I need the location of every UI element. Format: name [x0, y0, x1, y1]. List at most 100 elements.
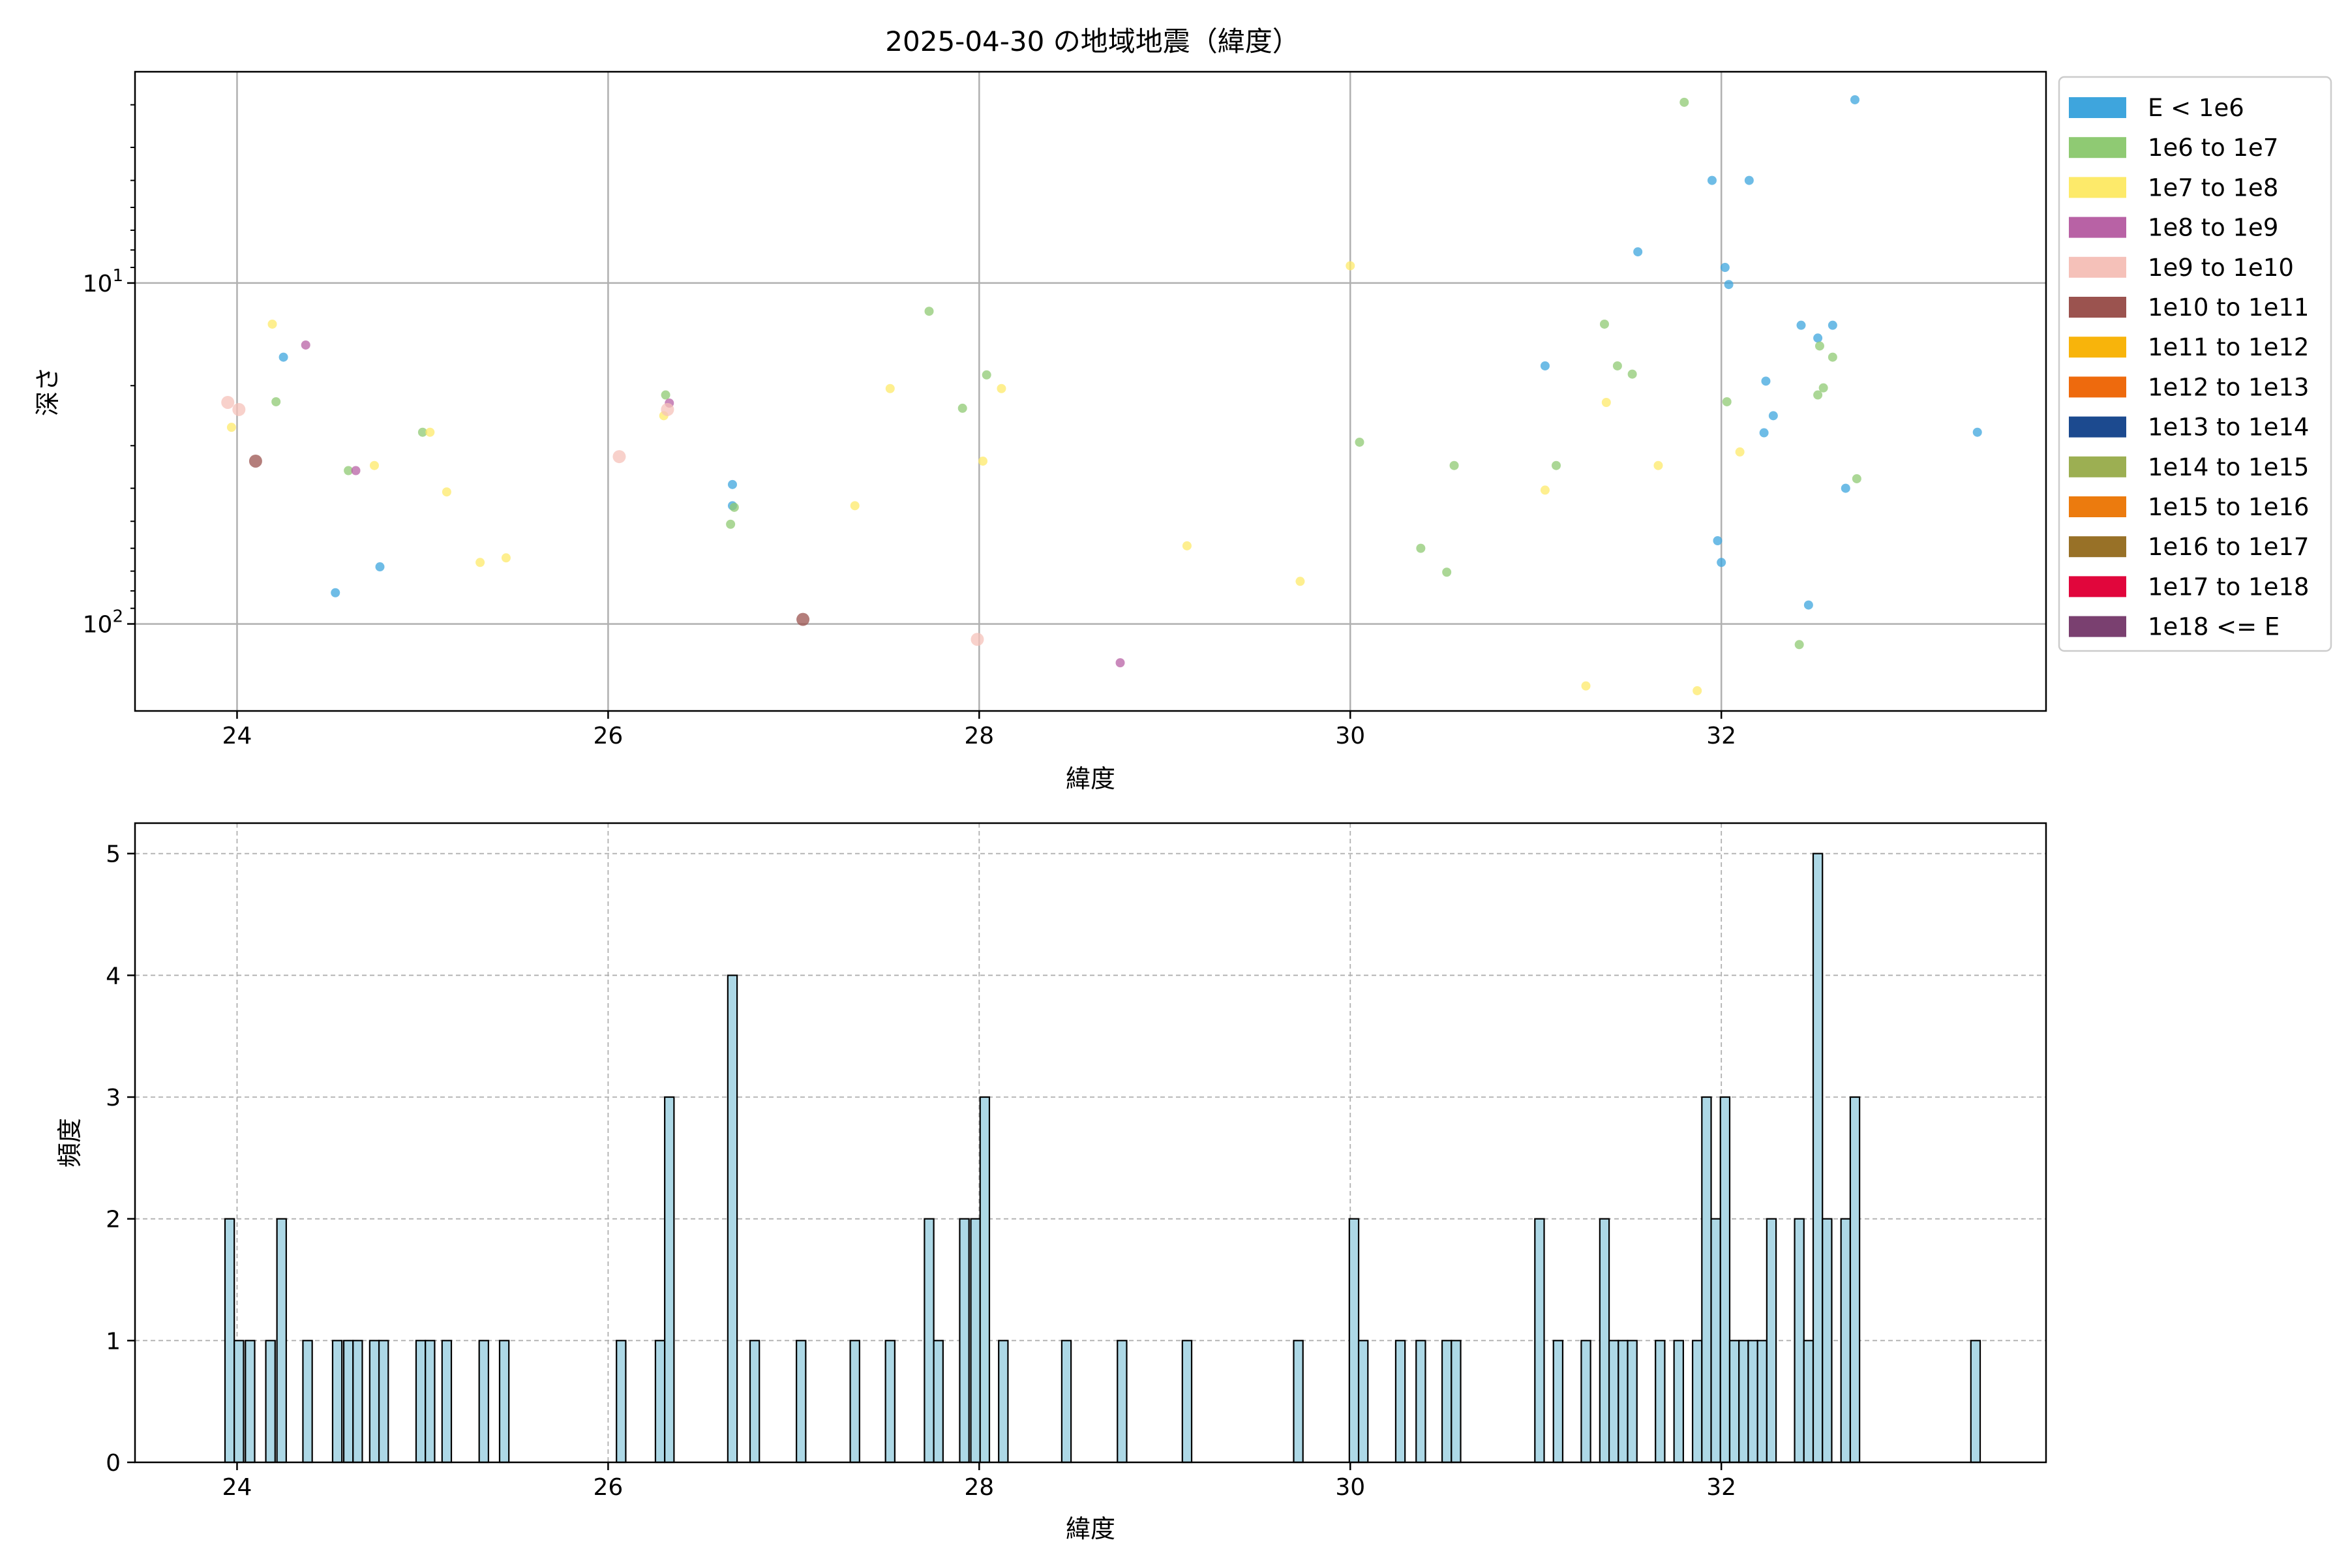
histogram-bar	[498, 1340, 510, 1464]
scatter-point	[344, 466, 354, 475]
scatter-point	[501, 553, 511, 563]
legend-label: 1e12 to 1e13	[2148, 373, 2309, 401]
histogram-bar	[1849, 1096, 1861, 1464]
legend-label: 1e15 to 1e16	[2148, 493, 2309, 521]
histogram-bar	[664, 1096, 675, 1464]
histogram-bar	[749, 1340, 760, 1464]
histogram-bar	[1691, 1340, 1703, 1464]
legend-items: E < 1e6 1e6 to 1e7 1e7 to 1e8 1e8 to 1e9 1e9…	[2069, 94, 2309, 641]
scatter-point	[957, 403, 967, 413]
scatter-point	[1552, 460, 1561, 470]
scatter-point	[1794, 640, 1804, 650]
scatter-point	[1803, 600, 1813, 610]
histogram-bar	[1728, 1340, 1740, 1464]
legend-swatch	[2069, 337, 2126, 358]
histogram-frame	[134, 822, 2047, 1464]
histogram-bar	[478, 1340, 490, 1464]
scatter-point	[1182, 541, 1192, 550]
histogram-bar	[276, 1218, 287, 1464]
scatter-point	[1724, 280, 1734, 290]
histogram-bar	[1840, 1218, 1851, 1464]
scatter-point	[1693, 686, 1702, 695]
histogram-bar	[233, 1340, 245, 1464]
scatter-point	[1768, 411, 1778, 421]
scatter-point	[971, 633, 984, 646]
histogram-bar	[654, 1340, 666, 1464]
legend-label: 1e16 to 1e17	[2148, 533, 2309, 561]
histogram-bar	[1627, 1340, 1638, 1464]
scatter-point	[1713, 535, 1723, 545]
histogram-bar	[1738, 1340, 1749, 1464]
scatter-point	[1679, 97, 1689, 107]
scatter-frame	[134, 70, 2047, 712]
legend-swatch	[2069, 496, 2126, 517]
legend-label: 1e9 to 1e10	[2148, 254, 2294, 282]
histogram-x-ticks: 24 26 28 30 32	[222, 1462, 1736, 1501]
scatter-point	[997, 384, 1006, 393]
legend-label: 1e6 to 1e7	[2148, 134, 2278, 162]
scatter-points	[221, 95, 1982, 695]
scatter-point	[1633, 247, 1643, 257]
scatter-point	[351, 466, 361, 475]
histogram-bar	[727, 974, 738, 1464]
scatter-point	[232, 402, 246, 416]
histogram-bar	[1655, 1340, 1666, 1464]
scatter-point	[1813, 333, 1823, 343]
scatter-panel: 2025-04-30 の地域地震（緯度） 24 26 28 30 32 101 102 緯…	[33, 25, 2332, 793]
scatter-point	[1449, 460, 1459, 470]
histogram-bar	[1580, 1340, 1591, 1464]
scatter-grid	[135, 72, 2046, 711]
histogram-bar	[1348, 1218, 1360, 1464]
scatter-point	[1540, 361, 1550, 370]
scatter-point	[369, 460, 379, 470]
histogram-bar	[1701, 1096, 1712, 1464]
histogram-bar	[616, 1340, 627, 1464]
legend-swatch	[2069, 536, 2126, 558]
scatter-point	[375, 562, 385, 572]
histogram-bar	[1803, 1340, 1814, 1464]
scatter-point	[661, 402, 674, 416]
scatter-point	[978, 456, 988, 466]
scatter-point	[1653, 460, 1663, 470]
legend-swatch	[2069, 376, 2126, 398]
scatter-point	[1722, 397, 1732, 406]
scatter-x-tick-label: 32	[1706, 723, 1736, 749]
histogram-bar	[1618, 1340, 1629, 1464]
scatter-point	[226, 423, 236, 432]
histogram-bar	[265, 1340, 276, 1464]
legend-label: 1e10 to 1e11	[2148, 294, 2309, 322]
histogram-x-tick-label: 28	[964, 1474, 994, 1501]
scatter-point	[612, 450, 626, 464]
scatter-y-tick-label: 102	[83, 607, 123, 639]
histogram-x-tick-label: 26	[593, 1474, 623, 1501]
histogram-x-axis-label: 緯度	[1066, 1515, 1115, 1543]
scatter-point	[1744, 175, 1754, 185]
scatter-x-tick-label: 30	[1335, 723, 1365, 749]
histogram-bar	[970, 1218, 981, 1464]
legend-swatch	[2069, 456, 2126, 477]
scatter-point	[1346, 261, 1355, 271]
histogram-bar	[331, 1340, 343, 1464]
scatter-y-tick-label: 101	[83, 266, 123, 297]
scatter-y-ticks: 101 102	[83, 104, 135, 639]
scatter-point	[1707, 175, 1717, 185]
histogram-bar	[245, 1340, 256, 1464]
scatter-point	[1796, 320, 1806, 330]
legend-label: 1e18 <= E	[2148, 613, 2280, 641]
histogram-bar	[924, 1218, 935, 1464]
legend-label: 1e13 to 1e14	[2148, 414, 2309, 442]
histogram-y-tick-label: 5	[106, 841, 121, 868]
histogram-bar	[1719, 1096, 1731, 1464]
histogram-bar	[224, 1218, 235, 1464]
scatter-point	[1828, 352, 1837, 362]
histogram-bar	[342, 1340, 354, 1464]
legend-swatch	[2069, 256, 2126, 278]
legend-label: 1e7 to 1e8	[2148, 173, 2278, 202]
histogram-bar	[796, 1340, 807, 1464]
histogram-bar	[369, 1340, 380, 1464]
legend-swatch	[2069, 137, 2126, 158]
histogram-x-tick-label: 24	[222, 1474, 252, 1501]
legend-swatch	[2069, 177, 2126, 198]
histogram-bar	[1673, 1340, 1684, 1464]
scatter-point	[1115, 658, 1125, 668]
